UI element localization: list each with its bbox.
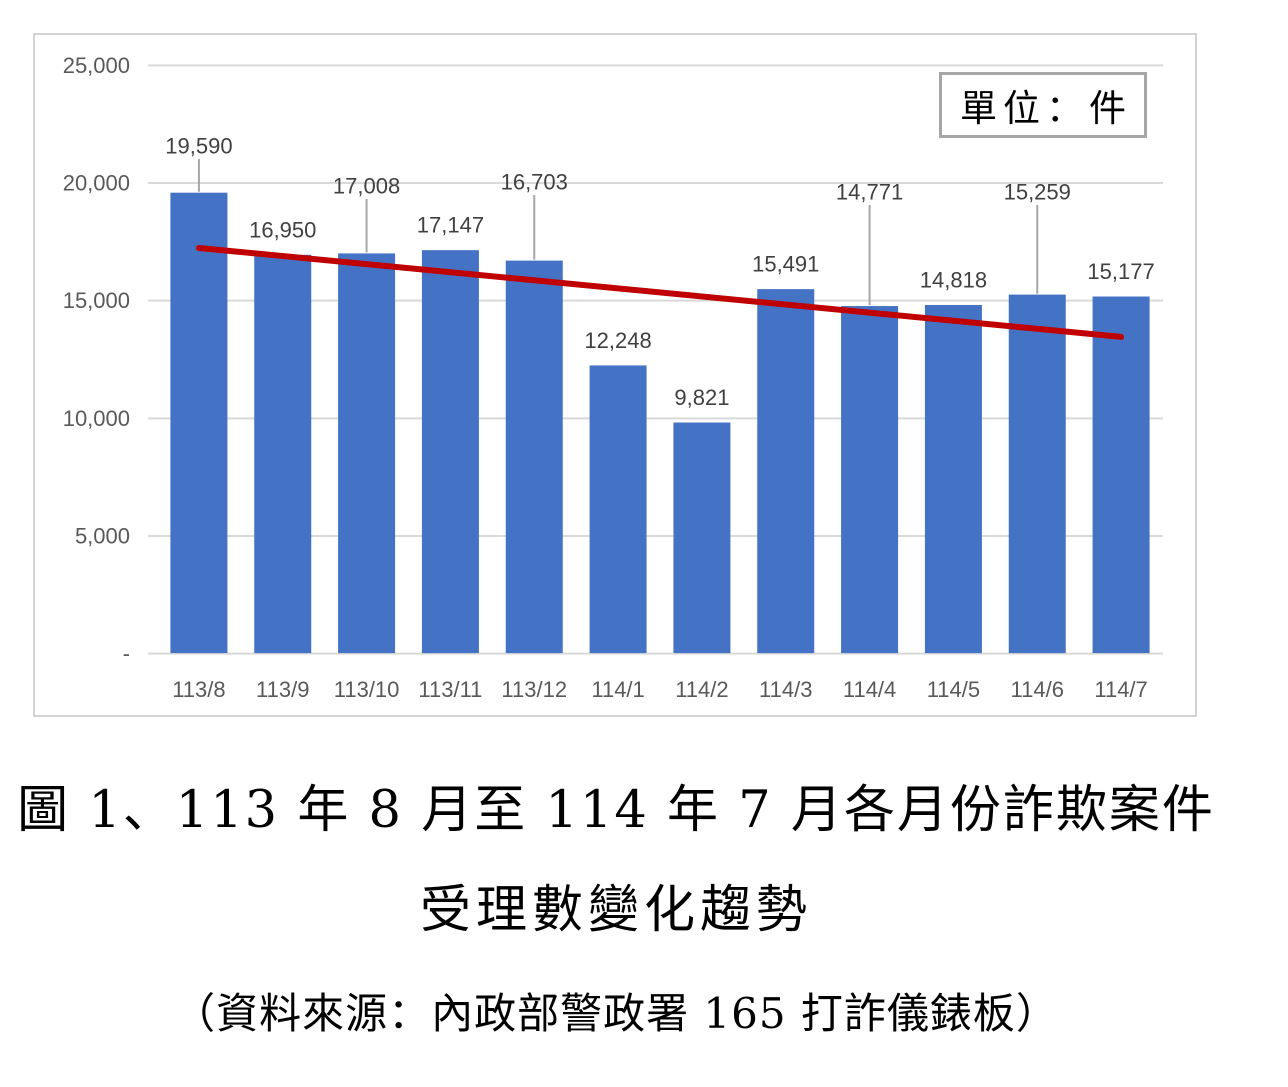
- bar-value-label: 15,259: [1004, 180, 1071, 205]
- bar-value-label: 14,818: [920, 267, 987, 292]
- bar-114/6: [1008, 294, 1066, 654]
- y-axis-label: 5,000: [75, 523, 130, 548]
- bar-value-label: 16,950: [249, 217, 316, 242]
- y-axis-label: -: [123, 641, 130, 666]
- bar-113/12: [505, 260, 563, 654]
- x-axis-label: 114/1: [591, 677, 644, 702]
- bar-value-label: 14,771: [836, 180, 903, 205]
- x-axis-label: 114/3: [759, 677, 812, 702]
- y-axis-label: 25,000: [63, 53, 130, 78]
- bar-114/1: [589, 365, 647, 654]
- unit-label: 單位：件: [960, 87, 1132, 130]
- bar-114/7: [1092, 296, 1150, 654]
- bar-value-label: 17,147: [417, 213, 484, 238]
- bar-114/3: [757, 289, 815, 654]
- bar-113/10: [338, 253, 396, 654]
- bar-113/11: [421, 250, 479, 654]
- bar-114/2: [673, 422, 731, 654]
- bar-114/5: [924, 304, 982, 654]
- x-axis-label: 114/6: [1011, 677, 1064, 702]
- figure-caption-line2: 受理數變化趨勢: [419, 881, 812, 940]
- x-axis-label: 114/2: [675, 677, 728, 702]
- x-axis-label: 113/12: [501, 677, 567, 702]
- x-axis-label: 113/8: [172, 677, 225, 702]
- bar-value-label: 19,590: [165, 134, 232, 159]
- bar-value-label: 15,491: [752, 252, 819, 277]
- bar-113/8: [170, 192, 228, 654]
- x-axis-label: 114/4: [843, 677, 896, 702]
- x-axis-label: 113/10: [334, 677, 400, 702]
- bar-value-label: 12,248: [584, 328, 651, 353]
- bar-value-label: 17,008: [333, 174, 400, 199]
- unit-label-box: 單位：件: [939, 72, 1147, 138]
- y-axis-label: 10,000: [63, 406, 130, 431]
- bar-114/4: [841, 306, 899, 654]
- bar-value-label: 16,703: [501, 170, 568, 195]
- x-axis-label: 114/5: [927, 677, 980, 702]
- y-axis-label: 20,000: [63, 171, 130, 196]
- bar-113/9: [254, 254, 312, 654]
- x-axis-label: 114/7: [1094, 677, 1147, 702]
- bar-value-label: 15,177: [1087, 259, 1154, 284]
- bar-value-label: 9,821: [674, 385, 729, 410]
- bar-chart: - 5,000 10,000 15,000 20,000 25,000 19,590 16,9…: [63, 53, 1163, 702]
- x-axis-label: 113/9: [256, 677, 309, 702]
- y-axis-label: 15,000: [63, 288, 130, 313]
- x-axis-label: 113/11: [418, 677, 482, 702]
- figure-source: （資料來源：內政部警政署 165 打詐儀錶板）: [173, 989, 1059, 1038]
- trend-line: [195, 244, 1125, 340]
- figure-caption-line1: 圖 1、113 年 8 月至 114 年 7 月各月份詐欺案件: [17, 781, 1215, 840]
